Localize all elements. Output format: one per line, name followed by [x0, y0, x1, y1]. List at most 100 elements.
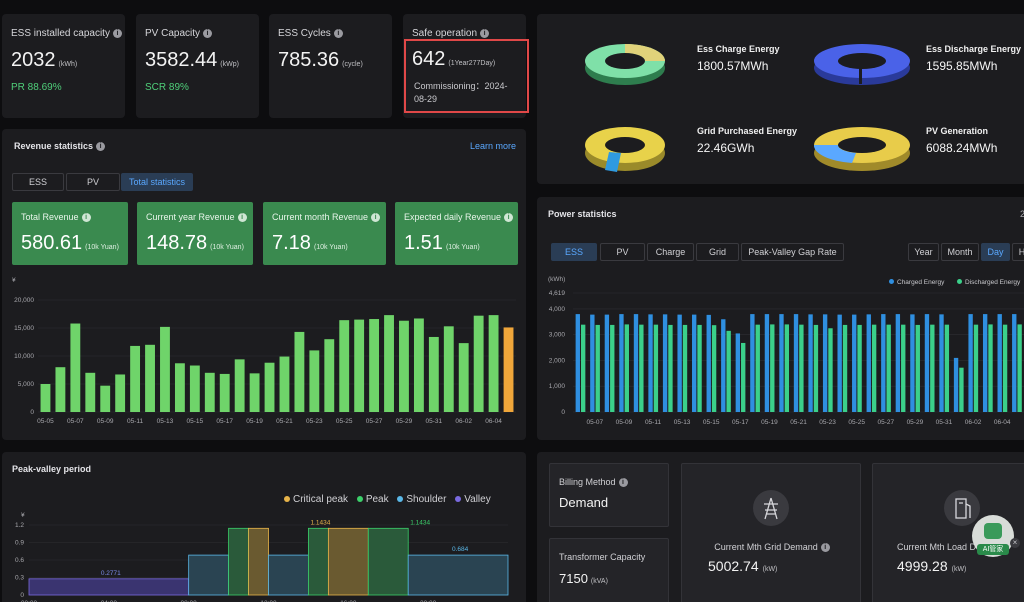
discharged-bar	[1002, 324, 1008, 412]
x-tick-label: 05-27	[366, 418, 383, 425]
legend-dot-icon	[284, 496, 290, 502]
commissioning-date: Commissioning：2024-08-29	[414, 81, 508, 104]
discharged-bar	[886, 324, 891, 412]
ai-assistant-button[interactable]: AI管家	[972, 515, 1014, 557]
period-month[interactable]: Month	[941, 243, 979, 261]
revenue-bar	[324, 339, 335, 412]
legend-label: Shoulder	[406, 494, 447, 505]
charged-bar	[895, 314, 901, 412]
x-tick-label: 05-07	[587, 419, 604, 426]
tab-ess[interactable]: ESS	[551, 243, 597, 261]
discharged-bar	[741, 342, 746, 412]
x-tick-label: 05-25	[848, 419, 865, 426]
info-icon[interactable]: i	[333, 29, 343, 38]
energy-value: 1595.85MWh	[926, 59, 998, 73]
charged-bar	[619, 314, 624, 412]
energy-value: 22.46GWh	[697, 141, 755, 155]
x-tick-label: 05-23	[306, 418, 323, 425]
revenue-box-unit: (10k Yuan)	[210, 244, 244, 251]
transmission-tower-icon	[753, 490, 789, 526]
legend-label: Valley	[464, 494, 491, 505]
period-block	[188, 554, 229, 596]
x-tick-label: 06-04	[994, 419, 1011, 426]
load-demand-label: Current Mth Load Demand	[897, 542, 1004, 552]
tab-pv[interactable]: PV	[66, 173, 120, 191]
discharged-bar	[959, 367, 964, 412]
y-tick-label: 0	[30, 409, 34, 416]
tab-total-statistics[interactable]: Total statistics	[121, 173, 193, 191]
revenue-bar	[488, 315, 499, 412]
discharged-bar	[610, 324, 615, 412]
tab-pv[interactable]: PV	[600, 243, 645, 261]
transformer-capacity-label: Transformer Capacity	[559, 552, 646, 562]
period-block	[367, 527, 409, 596]
x-tick-label: 05-13	[157, 418, 174, 425]
discharged-bar	[595, 324, 600, 412]
info-icon[interactable]: i	[480, 29, 490, 38]
revenue-bar	[70, 323, 81, 412]
legend-dot-icon	[957, 279, 962, 284]
period-day[interactable]: Day	[981, 243, 1010, 261]
discharged-bar	[973, 324, 979, 412]
discharged-bar	[580, 324, 586, 412]
info-icon[interactable]: i	[112, 29, 122, 38]
revenue-box-total: Total Revenue i 580.61 (10k Yuan)	[12, 202, 128, 265]
billing-method-box: Billing Method i Demand	[549, 463, 669, 527]
discharged-bar	[828, 328, 833, 412]
info-icon[interactable]: i	[618, 478, 628, 487]
period-year[interactable]: Year	[908, 243, 939, 261]
kpi-value: 2032	[11, 49, 56, 71]
close-icon[interactable]: ×	[1010, 538, 1020, 548]
info-icon[interactable]: i	[820, 543, 830, 552]
price-label: 1.1434	[410, 519, 430, 526]
section-title: Revenue statistics	[14, 141, 94, 151]
kpi-title: Safe operation	[412, 28, 478, 39]
charged-bar	[822, 314, 828, 412]
legend-dot-icon	[455, 496, 462, 502]
charged-bar	[866, 314, 871, 412]
tab-peak-valley-gap-rate[interactable]: Peak-Valley Gap Rate	[741, 243, 844, 261]
discharged-bar	[697, 324, 702, 412]
ring-ess-charge-icon	[585, 44, 665, 85]
revenue-bar-chart: ¥0 5,000 10,000 15,000 20,000 05-05 05-07 05-09…	[12, 277, 516, 425]
info-icon[interactable]: i	[81, 213, 91, 222]
tab-charge[interactable]: Charge	[647, 243, 694, 261]
grid-demand-box: Current Mth Grid Demand i 5002.74 (kW)	[681, 463, 861, 602]
robot-icon	[984, 523, 1002, 539]
info-icon[interactable]: i	[237, 213, 247, 222]
info-icon[interactable]: i	[203, 29, 213, 38]
info-icon[interactable]: i	[504, 213, 514, 222]
tab-grid[interactable]: Grid	[696, 243, 739, 261]
revenue-box-unit: (10k Yuan)	[85, 244, 119, 251]
kpi-unit: (kWp)	[220, 61, 239, 68]
grid-demand-value: 5002.74	[708, 558, 759, 574]
price-label: 0.2771	[101, 570, 121, 577]
y-tick-label: 4,000	[549, 306, 566, 313]
learn-more-link[interactable]: Learn more	[469, 141, 516, 151]
revenue-bar	[160, 326, 170, 412]
discharged-bar	[799, 324, 804, 412]
revenue-bar	[354, 319, 365, 412]
y-tick-label: 0.3	[15, 575, 24, 582]
x-tick-label: 05-11	[127, 418, 144, 425]
charged-bar	[881, 314, 886, 412]
energy-summary-card: Ess Charge Energy 1800.57MWh Ess Dischar…	[537, 14, 1024, 184]
legend-dot-icon	[889, 279, 894, 284]
info-icon[interactable]: i	[371, 213, 381, 222]
revenue-bar	[85, 372, 96, 412]
tab-ess[interactable]: ESS	[12, 173, 64, 191]
period-block	[228, 527, 249, 596]
charged-bar	[662, 314, 668, 412]
revenue-bar	[145, 344, 155, 412]
peak-valley-chart: ¥0 0.3 0.6 0.9 1.2 0.2771 1.1434 1.1434 0.684 00:…	[15, 512, 509, 602]
period-hour[interactable]: H	[1012, 243, 1024, 261]
kpi-card-ess-cycles: ESS Cycles i 785.36 (cycle)	[269, 14, 392, 118]
revenue-box-title: Current year Revenue	[146, 212, 235, 222]
billing-method-value: Demand	[559, 495, 609, 510]
charged-bar	[852, 314, 857, 412]
revenue-bar	[339, 320, 350, 412]
info-icon[interactable]: i	[96, 142, 106, 151]
charged-bar	[924, 314, 930, 412]
discharged-bar	[711, 325, 717, 412]
y-tick-label: 0	[561, 409, 565, 416]
